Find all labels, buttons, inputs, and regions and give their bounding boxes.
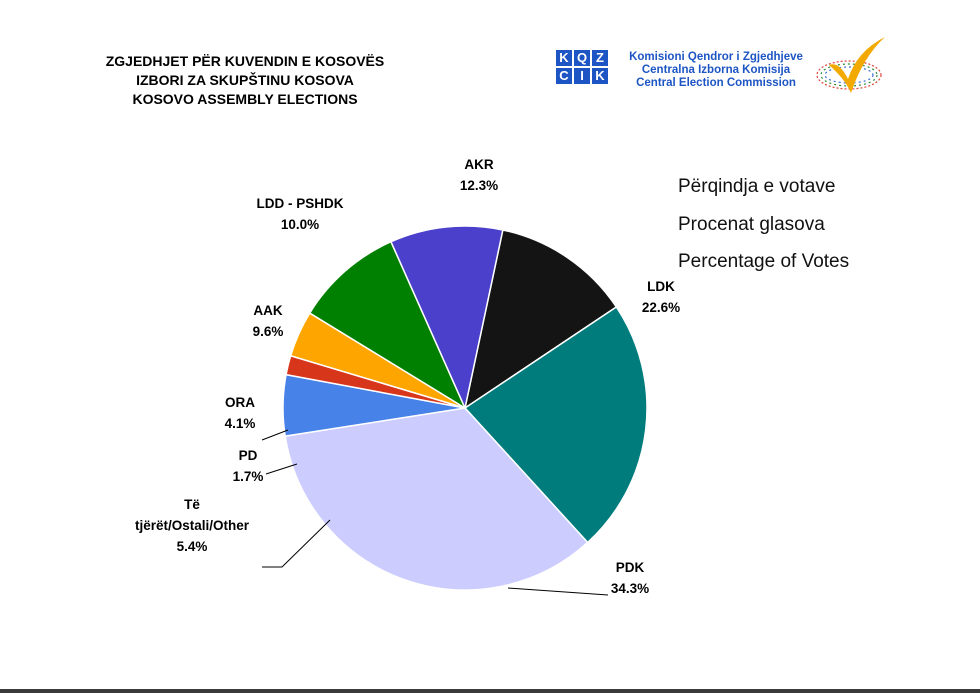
title-line-english: KOSOVO ASSEMBLY ELECTIONS	[132, 91, 358, 107]
commission-line-serbian: Centralna Izborna Komisija	[641, 64, 791, 76]
slice-value-label: 12.3%	[460, 178, 498, 193]
chart-caption: Përqindja e votave Procenat glasova Perc…	[678, 168, 849, 281]
page-title: ZGJEDHJET PËR KUVENDIN E KOSOVËS IZBORI …	[60, 52, 430, 109]
leader-line	[261, 429, 289, 441]
title-line-serbian: IZBORI ZA SKUPŠTINU KOSOVA	[136, 72, 354, 88]
logo-letter: C	[556, 68, 572, 84]
caption-albanian: Përqindja e votave	[678, 176, 836, 197]
kqz-logo: K Q Z C I K	[556, 50, 608, 84]
footer-divider	[0, 689, 980, 693]
logo-letter: Z	[592, 50, 608, 66]
commission-line-albanian: Komisioni Qendror i Zgjedhjeve	[629, 51, 803, 63]
title-line-albanian: ZGJEDHJET PËR KUVENDIN E KOSOVËS	[105, 53, 385, 69]
slice-value-label: 22.6%	[642, 300, 680, 315]
slice-name-label: ORA	[225, 395, 255, 410]
commission-line-english: Central Election Commission	[636, 77, 796, 89]
slice-value-label: 1.7%	[233, 469, 264, 484]
logo-letter: I	[574, 68, 590, 84]
slice-name-label: LDD - PSHDK	[257, 196, 344, 211]
slice-value-label: 9.6%	[253, 324, 284, 339]
logo-letter: K	[556, 50, 572, 66]
leader-line	[262, 519, 331, 568]
pie-slice-ldk	[463, 305, 648, 544]
slice-value-label: 5.4%	[177, 539, 208, 554]
commission-name: Komisioni Qendror i Zgjedhjeve Centralna…	[616, 51, 816, 90]
slice-value-label: 34.3%	[611, 581, 649, 596]
slice-name-label: tjërët/Ostali/Other	[135, 518, 250, 533]
pie-slice-ldd-pshdk	[389, 225, 504, 411]
slice-name-label: PD	[239, 448, 258, 463]
logo-letter: Q	[574, 50, 590, 66]
leader-line	[265, 463, 298, 475]
ballot-checkmark-icon	[816, 37, 885, 93]
pie-slice-pdk	[284, 407, 589, 591]
slice-name-label: PDK	[616, 560, 645, 575]
slice-name-label: LDK	[647, 279, 675, 294]
slice-value-label: 4.1%	[225, 416, 256, 431]
slice-name-label: AKR	[464, 157, 493, 172]
pie-slice-aak	[308, 240, 467, 410]
leader-line	[507, 587, 609, 596]
caption-serbian: Procenat glasova	[678, 213, 825, 235]
caption-english: Percentage of Votes	[678, 251, 850, 272]
slice-name-label: AAK	[253, 303, 282, 318]
logo-letter: K	[592, 68, 608, 84]
slice-name-label: Të	[184, 497, 200, 512]
pie-slice-akr	[463, 229, 618, 410]
slice-value-label: 10.0%	[281, 217, 319, 232]
